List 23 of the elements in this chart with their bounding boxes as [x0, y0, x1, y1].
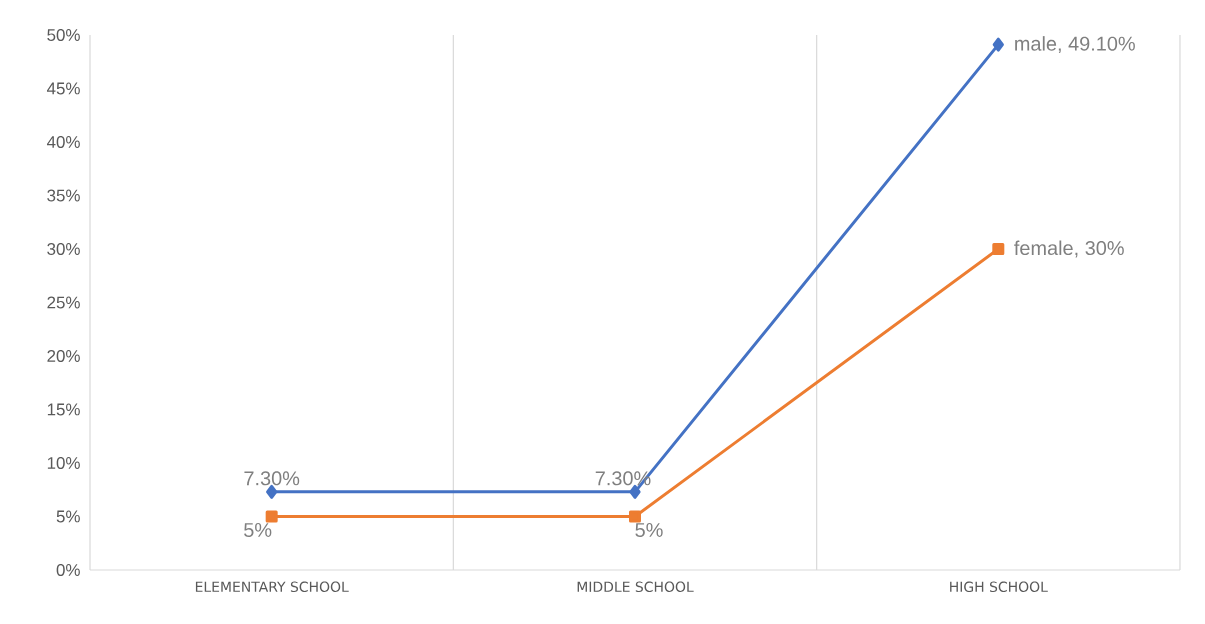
- x-tick-label: MIDDLE SCHOOL: [577, 581, 694, 593]
- point: [629, 510, 641, 523]
- y-tick-label: 35%: [47, 189, 80, 202]
- y-tick-label: 0%: [56, 563, 80, 576]
- data-label: 5%: [244, 523, 272, 538]
- y-tick-label: 10%: [47, 456, 80, 469]
- y-tick-label: 30%: [47, 242, 80, 255]
- data-label: 5%: [635, 523, 663, 538]
- y-tick-label: 50%: [47, 28, 80, 41]
- y-tick-label: 40%: [46, 135, 80, 148]
- data-label: male, 49.10%: [1015, 36, 1135, 54]
- point: [265, 510, 278, 523]
- data-label: female, 30%: [1014, 240, 1124, 258]
- y-tick-label: 20%: [47, 349, 80, 362]
- y-tick-label: 15%: [47, 403, 80, 416]
- y-tick-label: 25%: [47, 296, 80, 309]
- point: [992, 242, 1005, 255]
- point: [992, 37, 1004, 52]
- x-tick-label: ELEMENTARY SCHOOL: [195, 581, 349, 593]
- x-tick-label: HIGH SCHOOL: [950, 581, 1048, 593]
- y-tick-label: 5%: [56, 510, 80, 523]
- y-tick-label: 45%: [46, 82, 80, 95]
- data-label: 7.30%: [244, 471, 300, 486]
